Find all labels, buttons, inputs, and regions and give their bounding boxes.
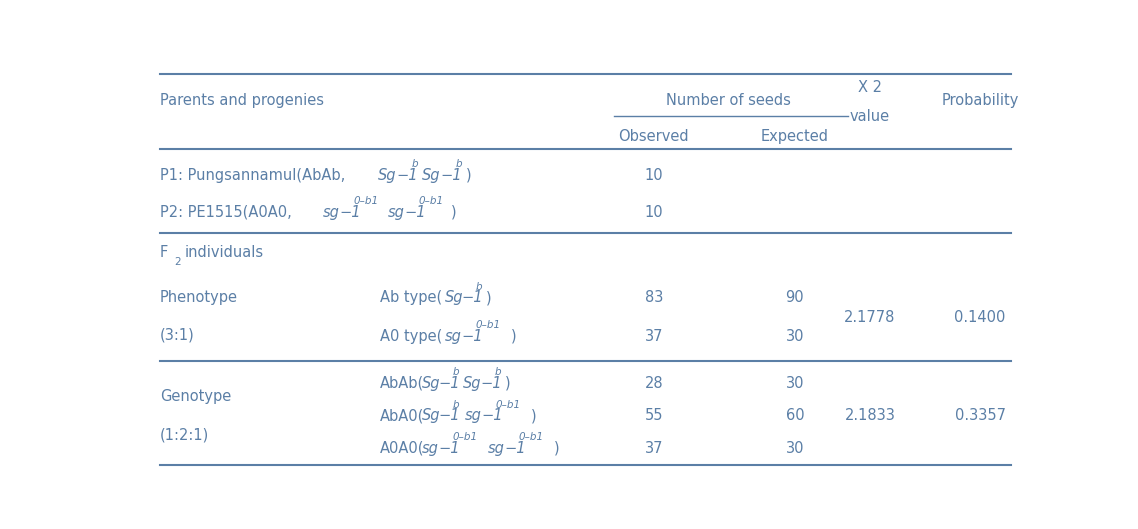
Text: ): ) xyxy=(451,205,456,220)
Text: 2: 2 xyxy=(174,257,181,267)
Text: Sg: Sg xyxy=(422,376,440,391)
Text: (1:2:1): (1:2:1) xyxy=(159,427,209,442)
Text: 0.3357: 0.3357 xyxy=(955,408,1006,423)
Text: 10: 10 xyxy=(644,168,663,183)
Text: 55: 55 xyxy=(644,408,663,423)
Text: Sg: Sg xyxy=(445,290,463,305)
Text: −1: −1 xyxy=(440,168,462,183)
Text: 2.1833: 2.1833 xyxy=(844,408,896,423)
Text: b: b xyxy=(453,400,460,410)
Text: −1: −1 xyxy=(480,376,502,391)
Text: 0–b1: 0–b1 xyxy=(519,432,544,442)
Text: value: value xyxy=(850,109,890,124)
Text: A0A0(: A0A0( xyxy=(380,441,424,456)
Text: Expected: Expected xyxy=(761,129,828,144)
Text: 37: 37 xyxy=(644,329,663,344)
Text: Probability: Probability xyxy=(941,93,1019,107)
Text: 37: 37 xyxy=(644,441,663,456)
Text: −1: −1 xyxy=(462,290,483,305)
Text: P1: Pungsannamul(AbAb,: P1: Pungsannamul(AbAb, xyxy=(159,168,354,183)
Text: sg: sg xyxy=(465,408,481,423)
Text: −1: −1 xyxy=(481,408,503,423)
Text: Number of seeds: Number of seeds xyxy=(667,93,791,107)
Text: −1: −1 xyxy=(505,441,526,456)
Text: 0–b1: 0–b1 xyxy=(354,196,379,206)
Text: Observed: Observed xyxy=(618,129,690,144)
Text: Ab type(: Ab type( xyxy=(380,290,443,305)
Text: Sg: Sg xyxy=(422,168,440,183)
Text: 83: 83 xyxy=(644,290,663,305)
Text: sg: sg xyxy=(323,205,340,220)
Text: 30: 30 xyxy=(785,376,805,391)
Text: −1: −1 xyxy=(438,441,460,456)
Text: 30: 30 xyxy=(785,441,805,456)
Text: −1: −1 xyxy=(438,376,460,391)
Text: 2.1778: 2.1778 xyxy=(844,309,896,325)
Text: sg: sg xyxy=(445,329,462,344)
Text: 30: 30 xyxy=(785,329,805,344)
Text: Sg: Sg xyxy=(378,168,396,183)
Text: AbAb(: AbAb( xyxy=(380,376,424,391)
Text: ): ) xyxy=(486,290,492,305)
Text: −1: −1 xyxy=(438,408,460,423)
Text: sg: sg xyxy=(422,441,439,456)
Text: −1: −1 xyxy=(462,329,483,344)
Text: b: b xyxy=(494,367,501,377)
Text: b: b xyxy=(455,160,462,169)
Text: −1: −1 xyxy=(340,205,361,220)
Text: 10: 10 xyxy=(644,205,663,220)
Text: ): ) xyxy=(505,376,510,391)
Text: X 2: X 2 xyxy=(858,80,882,95)
Text: Parents and progenies: Parents and progenies xyxy=(159,93,324,107)
Text: A0 type(: A0 type( xyxy=(380,329,443,344)
Text: b: b xyxy=(476,282,483,291)
Text: 0–b1: 0–b1 xyxy=(453,432,478,442)
Text: −1: −1 xyxy=(396,168,418,183)
Text: 0.1400: 0.1400 xyxy=(955,309,1006,325)
Text: Genotype: Genotype xyxy=(159,389,231,404)
Text: 90: 90 xyxy=(785,290,805,305)
Text: −1: −1 xyxy=(404,205,426,220)
Text: 28: 28 xyxy=(644,376,663,391)
Text: Sg: Sg xyxy=(463,376,481,391)
Text: 0–b1: 0–b1 xyxy=(419,196,444,206)
Text: F: F xyxy=(159,245,168,260)
Text: b: b xyxy=(411,160,418,169)
Text: ): ) xyxy=(554,441,560,456)
Text: ): ) xyxy=(511,329,517,344)
Text: 60: 60 xyxy=(785,408,805,423)
Text: (3:1): (3:1) xyxy=(159,328,195,343)
Text: individuals: individuals xyxy=(184,245,264,260)
Text: ): ) xyxy=(465,168,471,183)
Text: sg: sg xyxy=(387,205,404,220)
Text: 0–b1: 0–b1 xyxy=(496,400,521,410)
Text: ): ) xyxy=(531,408,537,423)
Text: AbA0(: AbA0( xyxy=(380,408,424,423)
Text: sg: sg xyxy=(488,441,505,456)
Text: b: b xyxy=(453,367,460,377)
Text: 0–b1: 0–b1 xyxy=(476,321,501,331)
Text: Phenotype: Phenotype xyxy=(159,290,238,305)
Text: P2: PE1515(A0A0,: P2: PE1515(A0A0, xyxy=(159,205,300,220)
Text: Sg: Sg xyxy=(422,408,440,423)
